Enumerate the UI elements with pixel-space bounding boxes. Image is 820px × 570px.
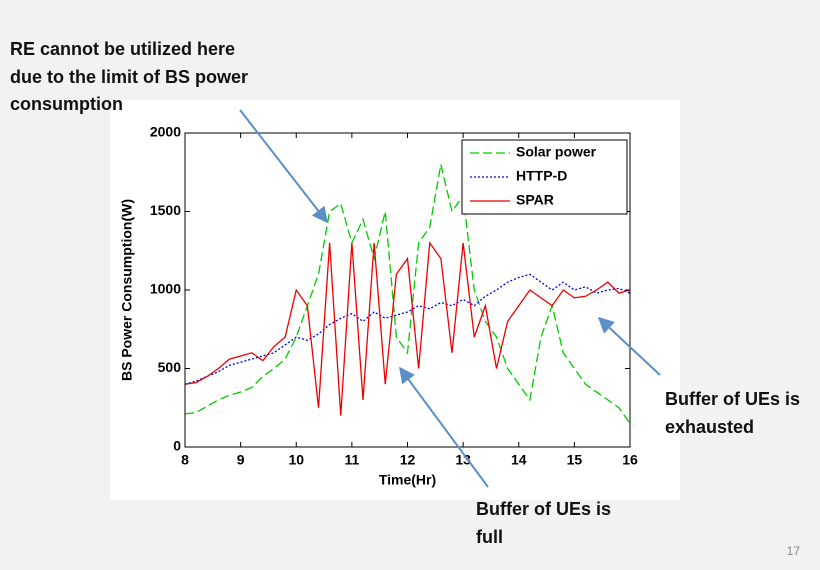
annotation: Buffer of UEs is (665, 389, 800, 409)
arrow (239, 109, 328, 224)
arrow (597, 316, 661, 376)
y-tick-label: 0 (173, 438, 181, 454)
arrow (399, 366, 489, 488)
legend-label: HTTP-D (516, 168, 567, 184)
series-line (184, 273, 631, 385)
annotation: full (476, 527, 503, 547)
y-tick-label: 1000 (150, 281, 181, 297)
x-tick-label: 12 (400, 452, 416, 468)
legend-label: SPAR (516, 192, 554, 208)
x-tick-label: 14 (511, 452, 527, 468)
series-line (184, 241, 631, 416)
x-tick-label: 11 (344, 452, 359, 468)
annotation: exhausted (665, 417, 754, 437)
x-tick-label: 9 (237, 452, 245, 468)
annotation: RE cannot be utilized here (10, 39, 235, 59)
x-tick-label: 16 (622, 452, 638, 468)
annotation: due to the limit of BS power (10, 67, 248, 87)
plot: 8 9 10 11 12 13 14 15 16 0 500 1000 1500 2000 Time(Hr)… (119, 124, 638, 488)
x-tick-label: 13 (455, 452, 471, 468)
series-line (184, 164, 631, 424)
y-tick-label: 2000 (150, 124, 181, 140)
y-tick-label: 500 (158, 359, 182, 375)
annotation: Buffer of UEs is (476, 499, 611, 519)
x-tick-label: 15 (567, 452, 583, 468)
x-tick-label: 8 (181, 452, 189, 468)
y-axis-label: BS Power Consumption(W) (119, 199, 135, 381)
annotation: consumption (10, 94, 123, 114)
legend-label: Solar power (516, 144, 597, 160)
x-axis-label: Time(Hr) (379, 472, 436, 488)
x-tick-label: 10 (288, 452, 304, 468)
page-number: 17 (787, 544, 801, 558)
legend-box (461, 139, 628, 215)
y-tick-label: 1500 (150, 202, 181, 218)
